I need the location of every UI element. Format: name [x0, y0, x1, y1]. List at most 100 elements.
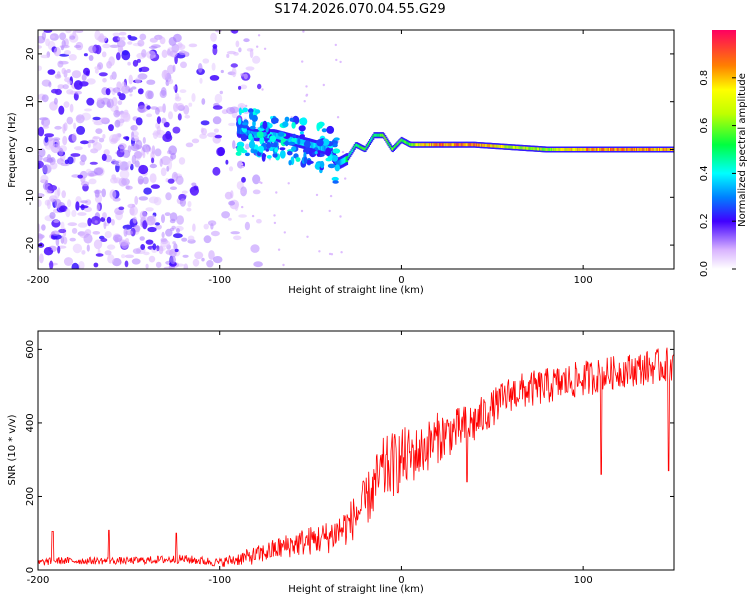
noise-blob — [86, 97, 95, 106]
noise-blob — [194, 251, 204, 260]
ridge-blob — [268, 123, 273, 128]
ridge-core — [506, 145, 509, 149]
figure-title: S174.2026.070.04.55.G29 — [274, 2, 445, 17]
noise-blob — [150, 184, 160, 189]
noise-blob — [93, 167, 104, 176]
noise-blob — [131, 86, 137, 90]
x-tick-label: 0 — [398, 575, 404, 586]
noise-blob — [159, 36, 166, 45]
noise-blob — [149, 173, 157, 184]
ridge-blob — [274, 147, 279, 153]
noise-blob — [172, 64, 176, 73]
noise-blob — [169, 255, 176, 265]
noise-blob — [201, 257, 205, 262]
ridge-core — [400, 138, 403, 142]
noise-blob — [199, 133, 208, 139]
ridge-core — [458, 143, 461, 147]
ridge-core — [575, 148, 578, 151]
ridge-core — [383, 134, 386, 138]
ridge-core — [414, 143, 417, 147]
ridge-core — [563, 148, 566, 151]
y-tick-label: 0 — [25, 146, 36, 152]
noise-blob — [197, 63, 203, 73]
noise-blob — [102, 212, 107, 219]
ridge-core — [559, 148, 562, 151]
noise-blob — [81, 73, 87, 82]
ridge-core — [550, 148, 552, 151]
noise-blob — [214, 134, 222, 139]
ridge-core — [419, 143, 422, 147]
ridge-core — [482, 143, 485, 147]
ridge-blob — [252, 149, 258, 154]
noise-blob — [106, 244, 116, 250]
noise-blob — [176, 228, 180, 234]
ridge-core — [394, 145, 397, 149]
ridge-core — [503, 145, 506, 149]
ridge-blob — [256, 131, 264, 139]
noise-blob — [228, 200, 236, 206]
noise-blob — [145, 207, 154, 212]
ridge-core — [541, 147, 544, 151]
ridge-core — [388, 143, 391, 147]
ridge-core — [436, 143, 439, 147]
noise-blob — [159, 158, 163, 167]
noise-blob — [53, 219, 60, 223]
ridge-core — [391, 147, 394, 151]
ridge-core — [478, 143, 480, 147]
ridge-core — [395, 144, 398, 148]
ridge-core — [435, 143, 438, 147]
noise-blob — [252, 55, 261, 64]
noise-blob — [58, 205, 68, 212]
ridge-core — [456, 143, 459, 147]
noise-blob — [132, 59, 139, 67]
noise-dot — [335, 58, 338, 62]
ridge-core — [639, 148, 642, 151]
ridge-core — [354, 143, 357, 147]
noise-blob — [146, 105, 151, 110]
noise-blob — [173, 85, 177, 91]
noise-dot — [241, 190, 244, 194]
ridge-blob — [327, 163, 336, 169]
noise-blob — [118, 206, 125, 211]
ridge-core — [531, 147, 534, 150]
noise-dot — [263, 47, 267, 50]
noise-blob — [71, 133, 77, 142]
ridge-core — [626, 148, 629, 151]
noise-blob — [95, 44, 102, 55]
noise-dot — [275, 191, 278, 194]
colorbar-tick-label: 0.4 — [699, 165, 710, 181]
ridge-core — [504, 145, 507, 149]
noise-blob — [238, 214, 248, 218]
ridge-core — [642, 148, 645, 151]
ridge-core — [373, 133, 376, 137]
ridge-core — [322, 145, 325, 151]
noise-blob — [41, 32, 47, 40]
noise-blob — [50, 35, 55, 39]
noise-blob — [139, 33, 147, 41]
ridge-core — [508, 145, 511, 149]
ridge-core — [245, 129, 248, 136]
ridge-blob — [331, 176, 339, 182]
noise-dot — [241, 205, 244, 209]
noise-blob — [138, 164, 149, 175]
noise-blob — [88, 55, 94, 61]
ridge-core — [411, 143, 414, 147]
noise-blob — [230, 231, 240, 235]
ridge-core — [462, 143, 465, 147]
noise-blob — [179, 198, 186, 207]
noise-blob — [56, 140, 60, 149]
ridge-blob — [236, 145, 244, 153]
ridge-core — [348, 154, 351, 158]
noise-blob — [175, 175, 184, 185]
ridge-core — [538, 147, 540, 151]
ridge-blob — [321, 128, 327, 133]
ridge-core — [665, 148, 668, 151]
ridge-blob — [316, 139, 324, 147]
ridge-core — [579, 148, 582, 151]
ridge-blob — [273, 142, 278, 148]
noise-blob — [100, 238, 108, 242]
ridge-core — [361, 146, 364, 150]
ridge-core — [412, 143, 415, 147]
noise-blob — [210, 230, 220, 237]
ridge-blob — [319, 160, 325, 169]
